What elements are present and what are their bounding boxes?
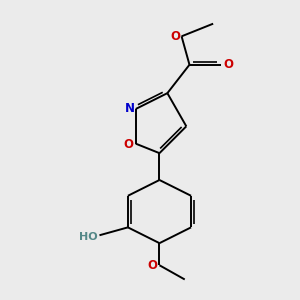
Text: HO: HO bbox=[79, 232, 98, 242]
Text: O: O bbox=[124, 138, 134, 151]
Text: N: N bbox=[125, 102, 135, 116]
Text: O: O bbox=[223, 58, 233, 71]
Text: O: O bbox=[170, 30, 180, 43]
Text: O: O bbox=[148, 259, 158, 272]
